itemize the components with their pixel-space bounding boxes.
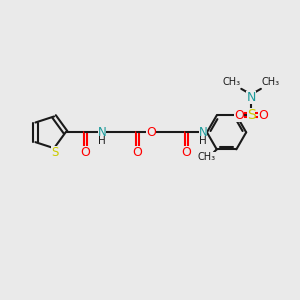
Text: O: O	[258, 109, 268, 122]
Text: O: O	[146, 126, 156, 139]
Text: S: S	[51, 146, 59, 159]
Text: O: O	[132, 146, 142, 159]
Text: CH₃: CH₃	[222, 77, 241, 87]
Text: CH₃: CH₃	[262, 77, 280, 87]
Text: N: N	[98, 126, 106, 139]
Text: N: N	[199, 126, 207, 139]
Text: S: S	[247, 108, 256, 122]
Text: O: O	[234, 109, 244, 122]
Text: H: H	[98, 136, 106, 146]
Text: H: H	[199, 136, 207, 146]
Text: N: N	[246, 91, 256, 104]
Text: CH₃: CH₃	[198, 152, 216, 162]
Text: O: O	[182, 146, 191, 159]
Text: O: O	[80, 146, 90, 159]
